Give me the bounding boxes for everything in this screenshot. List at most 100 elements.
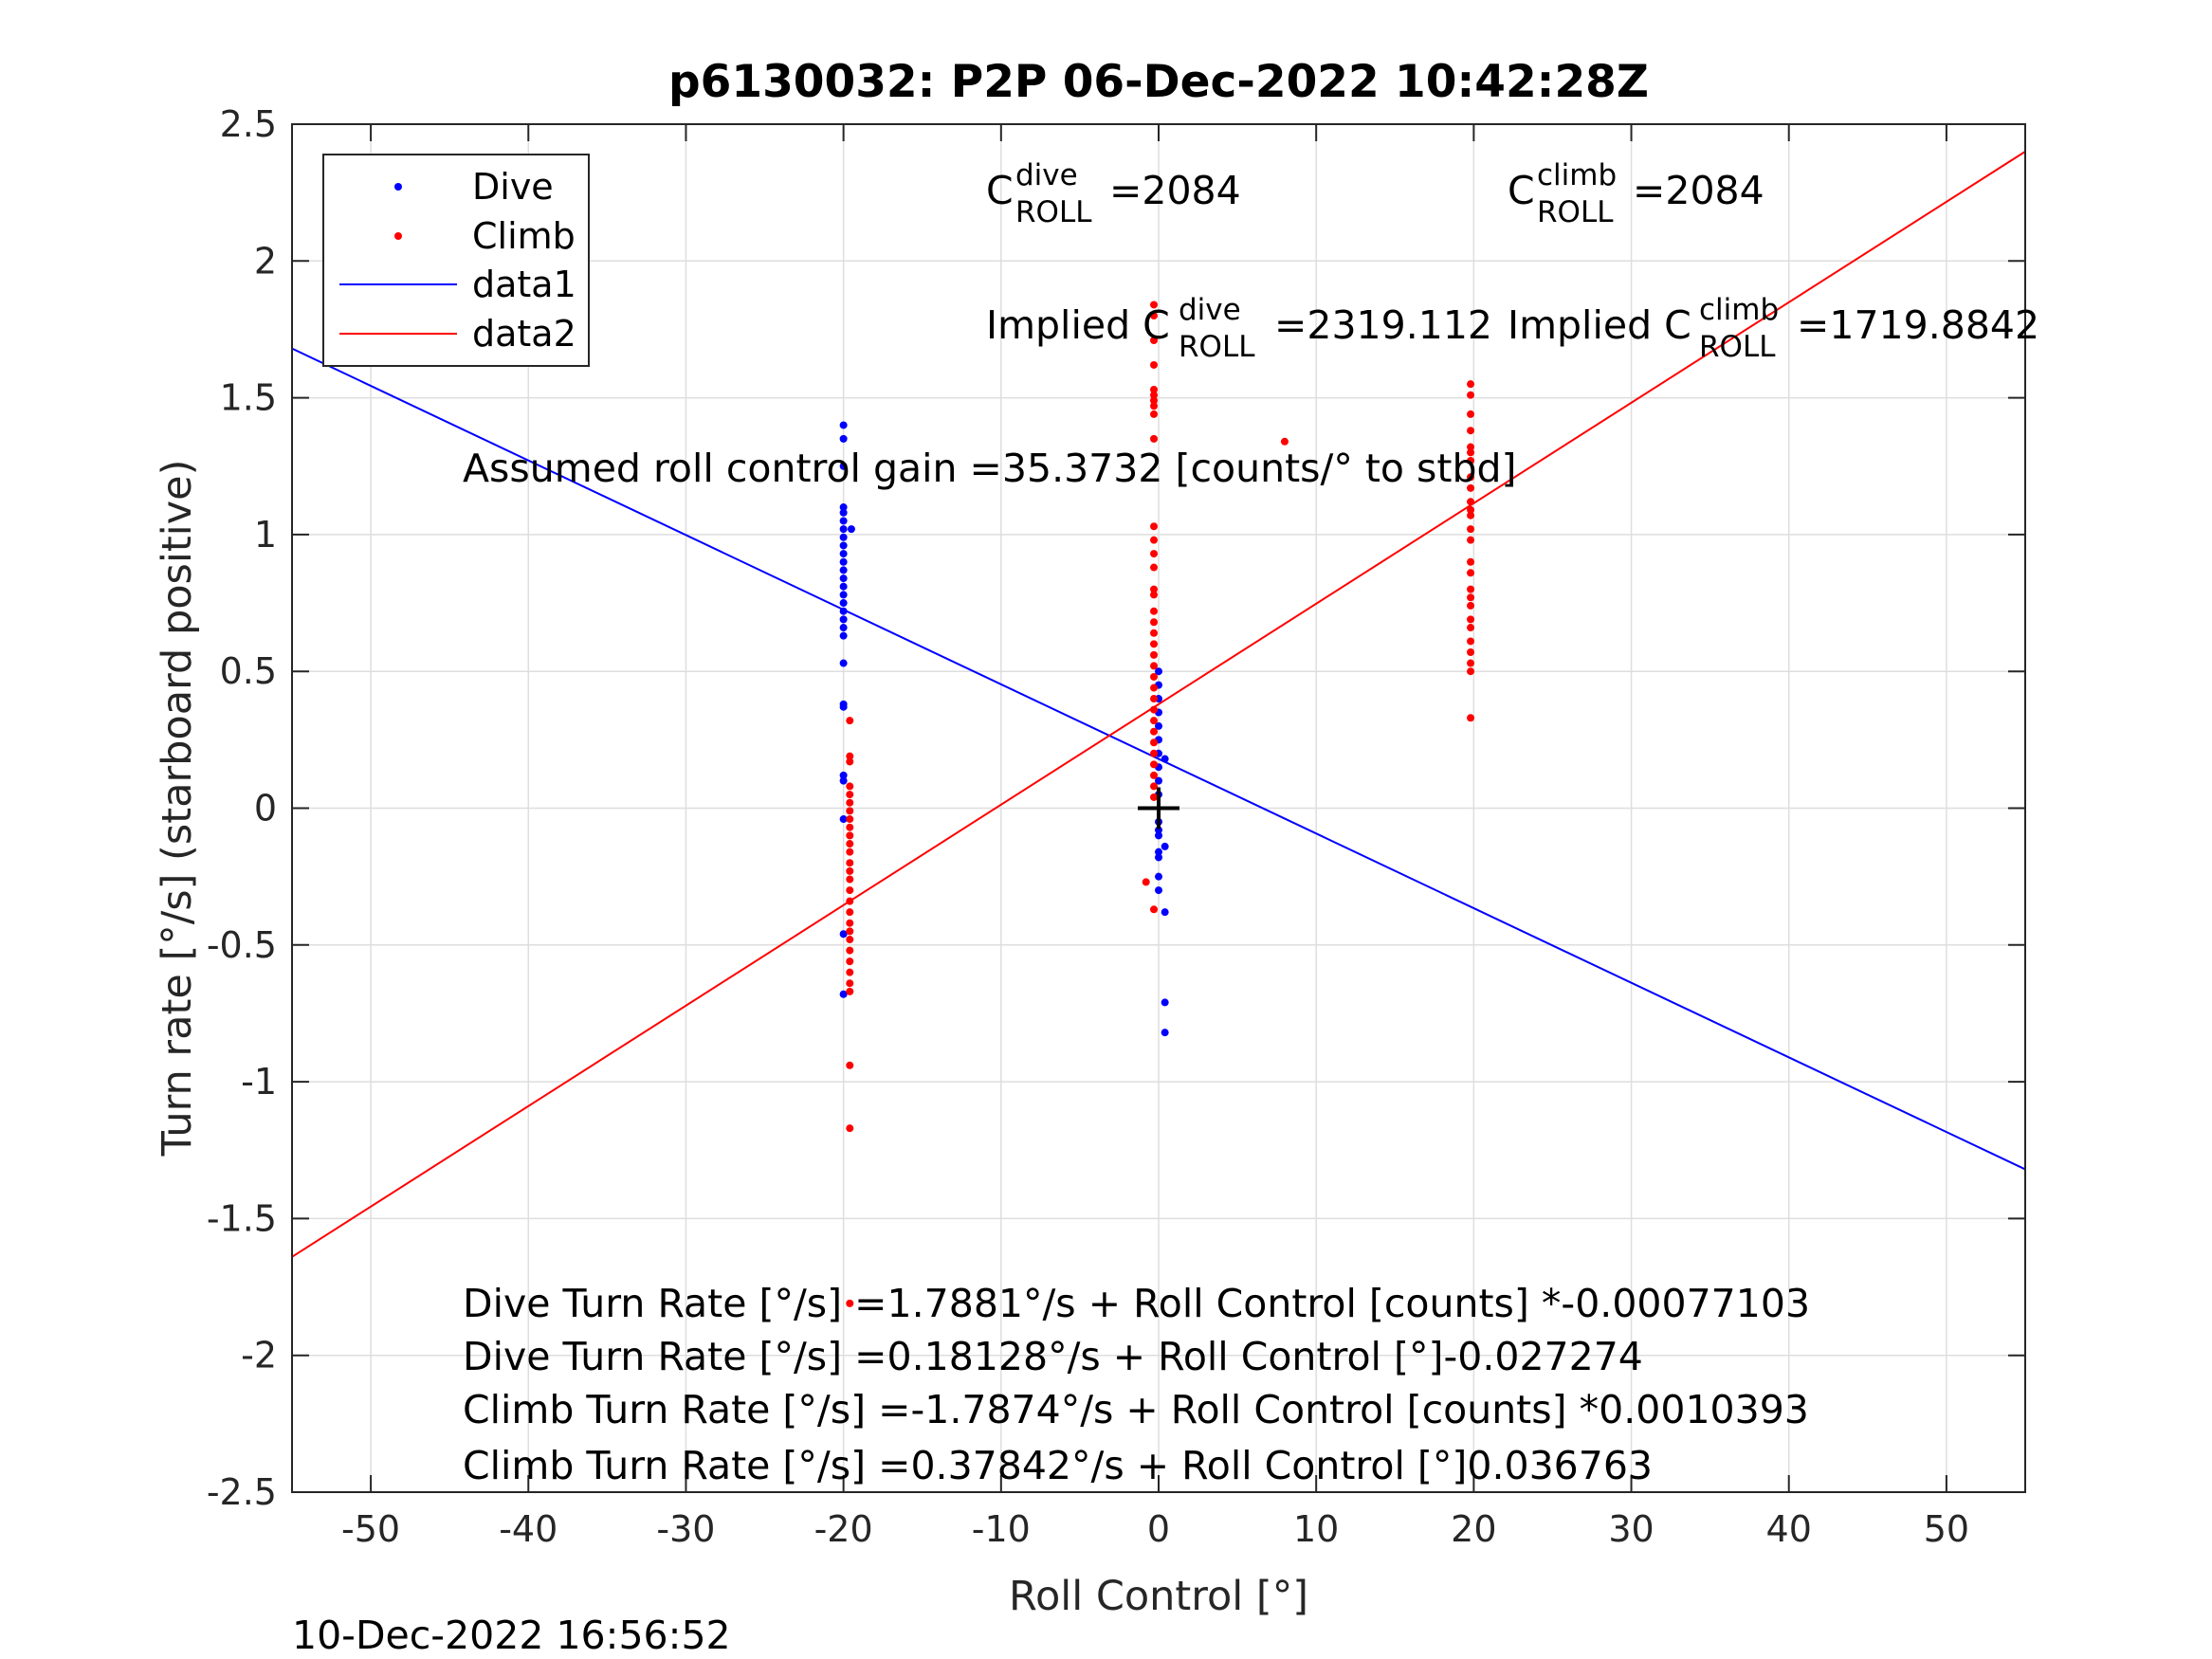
c-dive-base: C [986,168,1014,213]
climb-point [1280,437,1289,446]
climb-point [1150,793,1159,801]
x-tick-label: 10 [1293,1508,1339,1550]
climb-point [1150,585,1159,593]
dive-point [847,525,855,534]
climb-point [846,875,854,884]
implied-dive-sub: ROLL [1179,330,1255,364]
climb-point [1467,525,1475,534]
dive-point [839,503,848,512]
climb-point [1467,615,1475,624]
climb-point [1150,905,1159,914]
x-tick-label: -40 [499,1508,558,1550]
climb-point [1150,301,1159,309]
climb-point [846,1299,854,1307]
climb-point [1150,391,1159,399]
climb-point [1150,650,1159,659]
dive-point [1155,853,1162,862]
climb-point [846,798,854,807]
climb-point [846,815,854,824]
climb-point [1150,563,1159,572]
climb-point [1150,336,1159,344]
climb-point [1467,473,1475,482]
climb-point [846,791,854,799]
climb-point [1150,410,1159,418]
implied-climb-sub: ROLL [1699,330,1776,364]
y-tick-label: -1 [241,1061,277,1103]
x-axis-label: Roll Control [°] [1009,1573,1308,1620]
climb-point [1150,760,1159,769]
climb-point [1467,498,1475,506]
origin-marker [1138,787,1179,830]
y-tick-label: 2 [254,240,277,282]
climb-point [1467,667,1475,676]
y-tick-label: -0.5 [207,924,277,966]
climb-point [1142,878,1150,886]
climb-point [1150,607,1159,615]
climb-point [1150,618,1159,627]
y-tick-label: 1 [254,514,277,556]
climb-point [846,968,854,976]
climb-point [1150,705,1159,714]
climb-point [1150,360,1159,369]
climb-point [1150,695,1159,703]
climb-point [1467,505,1475,514]
dive-point [1155,776,1162,785]
dive-point [839,591,848,599]
fit-lines [291,151,2026,1258]
climb-point [1150,396,1159,405]
footer-timestamp: 10-Dec-2022 16:56:52 [292,1613,731,1658]
climb-point [1467,427,1475,435]
legend-box [322,154,590,367]
legend-climb-marker [394,232,402,240]
climb-point [1467,647,1475,656]
climb-point [846,782,854,791]
climb-point [1150,402,1159,410]
climb-point [1150,591,1159,599]
dive-point [839,776,848,785]
climb-point [846,823,854,831]
tick-labels: -50 -40 -30 -20 -10 0 10 20 30 40 50-2.5-2-1.5-1-0… [207,103,1969,1550]
legend-data1-label: data1 [472,264,576,305]
dive-point [1155,667,1162,676]
climb-point [1467,448,1475,457]
climb-point [846,927,854,936]
dive-point [839,574,848,583]
dive-point [1161,842,1169,850]
climb-point [846,807,854,815]
dive-point [839,624,848,632]
climb-point [846,908,854,917]
climb-point [1150,640,1159,648]
climb-point [846,866,854,875]
climb-point [846,936,854,944]
legend-climb-label: Climb [472,215,576,257]
dive-point [839,631,848,640]
climb-point [1150,434,1159,443]
equation-dive-counts: Dive Turn Rate [°/s] =1.7881°/s + Roll C… [463,1281,1810,1326]
fit-line-data1 [291,347,2026,1171]
climb-point [1150,629,1159,637]
climb-point [846,752,854,760]
climb-point [846,757,854,766]
legend-dive-marker [394,183,402,191]
climb-point [1150,536,1159,544]
dive-point [839,525,848,534]
y-axis-label: Turn rate [°/s] (starboard positive) [154,460,201,1158]
climb-point [846,919,854,927]
x-tick-label: 20 [1451,1508,1496,1550]
climb-point [1467,593,1475,602]
c-climb-sup: climb [1537,158,1617,192]
climb-point [1150,749,1159,757]
legend: Dive Climb data1 data2 [322,154,590,367]
climb-point [1467,443,1475,451]
implied-dive-sup: dive [1179,293,1241,327]
dive-point [1155,848,1162,856]
climb-point [1467,536,1475,544]
dive-point [839,550,848,558]
climb-point [846,987,854,995]
climb-point [1150,727,1159,736]
x-tick-label: 50 [1924,1508,1969,1550]
y-tick-label: -1.5 [207,1197,277,1239]
dive-point [839,659,848,667]
x-tick-label: -20 [814,1508,873,1550]
dive-point [1155,886,1162,895]
